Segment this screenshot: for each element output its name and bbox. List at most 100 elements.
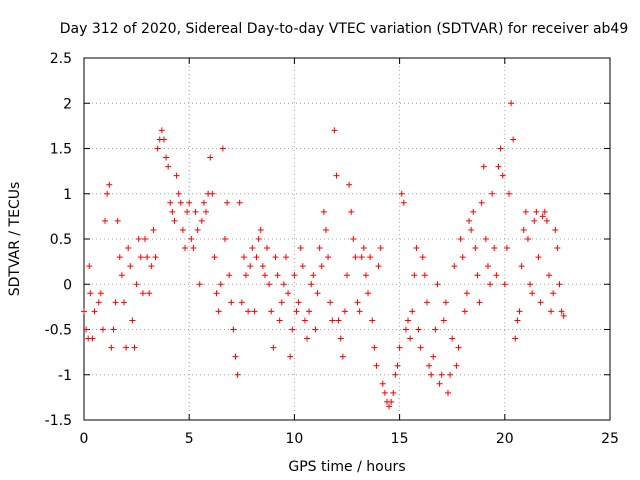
data-point — [491, 245, 498, 252]
data-point — [354, 299, 361, 306]
data-point — [556, 281, 563, 288]
data-point — [444, 389, 451, 396]
data-point — [341, 308, 348, 315]
data-point — [434, 281, 441, 288]
x-tick-label: 20 — [496, 431, 514, 447]
data-point — [97, 290, 104, 297]
data-point — [560, 312, 567, 319]
data-point — [358, 254, 365, 261]
data-point — [550, 290, 557, 297]
data-point — [503, 245, 510, 252]
data-point — [325, 254, 332, 261]
data-point — [127, 263, 134, 270]
y-tick-label: -1.5 — [45, 413, 72, 429]
y-tick-label: 2 — [63, 96, 72, 112]
data-point — [198, 217, 205, 224]
data-point — [371, 344, 378, 351]
data-point — [209, 190, 216, 197]
data-point — [306, 308, 313, 315]
data-point — [261, 272, 268, 279]
data-point — [474, 272, 481, 279]
y-tick-label: 0.5 — [50, 232, 72, 248]
data-point — [369, 317, 376, 324]
data-point — [255, 236, 262, 242]
data-point — [377, 245, 384, 252]
data-point — [173, 172, 180, 179]
x-axis-title: GPS time / hours — [288, 459, 405, 475]
data-point — [171, 217, 178, 224]
data-point — [409, 308, 416, 315]
data-point — [221, 236, 228, 242]
data-point — [365, 290, 372, 297]
data-point — [257, 226, 264, 233]
data-point — [81, 308, 87, 315]
data-point — [411, 272, 418, 279]
data-point — [266, 281, 273, 288]
data-point — [142, 236, 149, 242]
data-point — [110, 326, 117, 333]
data-point — [339, 353, 346, 360]
data-point — [120, 299, 127, 306]
data-point — [451, 263, 458, 270]
data-point — [405, 317, 412, 324]
data-point — [299, 263, 306, 270]
data-point — [375, 263, 382, 270]
data-point — [118, 272, 125, 279]
data-point — [417, 344, 424, 351]
data-point — [139, 290, 146, 297]
data-point — [213, 290, 220, 297]
data-point — [350, 236, 357, 242]
data-point — [352, 254, 359, 261]
data-point — [449, 335, 456, 342]
data-point — [293, 308, 300, 315]
x-tick-label: 25 — [601, 431, 619, 447]
x-tick-label: 0 — [80, 431, 89, 447]
chart-title: Day 312 of 2020, Sidereal Day-to-day VTE… — [60, 21, 629, 37]
data-point — [398, 190, 405, 197]
data-point — [280, 281, 287, 288]
data-point — [287, 353, 294, 360]
data-point — [379, 380, 386, 387]
data-point — [428, 371, 435, 378]
data-point — [238, 299, 245, 306]
data-point — [224, 199, 231, 206]
data-point — [245, 308, 252, 315]
data-point — [251, 308, 258, 315]
data-point — [461, 308, 468, 315]
data-point — [499, 172, 506, 179]
data-point — [518, 263, 525, 270]
data-point — [89, 335, 96, 342]
data-point — [163, 154, 170, 161]
data-point — [447, 371, 454, 378]
data-point — [123, 344, 130, 351]
data-point — [291, 272, 298, 279]
data-point — [512, 335, 519, 342]
data-point — [484, 263, 491, 270]
data-point — [402, 326, 409, 333]
data-point — [146, 290, 153, 297]
data-point — [392, 371, 399, 378]
data-point — [520, 226, 527, 233]
data-point — [131, 344, 138, 351]
data-point — [99, 326, 106, 333]
x-tick-label: 10 — [285, 431, 303, 447]
data-point — [148, 263, 155, 270]
data-point — [194, 226, 201, 233]
data-point — [232, 353, 239, 360]
data-point — [186, 199, 193, 206]
data-point — [463, 290, 470, 297]
data-point — [430, 353, 437, 360]
data-point — [335, 317, 342, 324]
data-point — [529, 290, 536, 297]
data-point — [144, 254, 151, 261]
data-point — [211, 254, 218, 261]
data-point — [327, 299, 334, 306]
data-point — [331, 127, 338, 134]
y-tick-label: 1.5 — [50, 142, 72, 158]
data-point — [165, 163, 172, 170]
y-tick-label: 2.5 — [50, 51, 72, 67]
data-point — [438, 371, 445, 378]
data-point — [381, 389, 388, 396]
y-axis-title: SDTVAR / TECUs — [7, 182, 23, 297]
data-point — [470, 208, 477, 215]
